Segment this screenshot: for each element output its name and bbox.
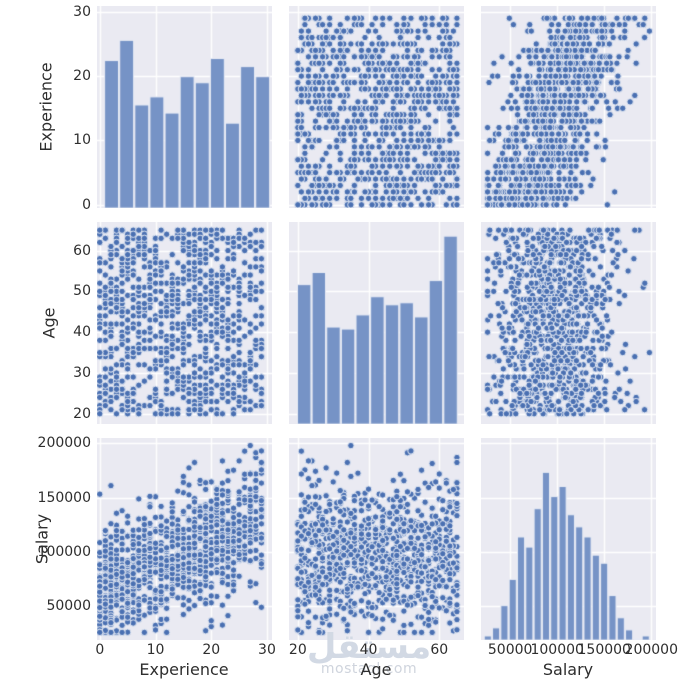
y-tick-label-age-60: 60 — [73, 242, 91, 259]
subplot-hist-salary — [481, 438, 656, 640]
subplot-scatter-salary-vs-experience — [97, 438, 272, 640]
y-tick-label-age-20: 20 — [73, 405, 91, 422]
subplot-canvas — [97, 222, 272, 424]
y-axis-label-salary: Salary — [32, 513, 52, 565]
subplot-scatter-experience-vs-age — [289, 6, 464, 208]
x-tick-label-experience-10: 10 — [146, 642, 165, 658]
subplot-canvas — [481, 222, 656, 424]
subplot-canvas — [289, 6, 464, 208]
x-axis-label-salary: Salary — [542, 660, 594, 679]
y-tick-label-experience-30: 30 — [73, 3, 91, 20]
y-tick-label-age-30: 30 — [73, 364, 91, 381]
y-tick-label-experience-0: 0 — [82, 196, 91, 213]
x-tick-label-experience-0: 0 — [95, 642, 105, 658]
subplot-scatter-age-vs-salary — [481, 222, 656, 424]
subplot-canvas — [481, 438, 656, 640]
x-tick-label-age-20: 20 — [288, 642, 307, 658]
x-tick-label-salary-50000: 50000 — [487, 642, 533, 658]
y-tick-label-salary-150000: 150000 — [37, 489, 91, 506]
x-tick-label-age-40: 40 — [359, 642, 378, 658]
y-tick-label-age-40: 40 — [73, 324, 91, 341]
y-tick-label-salary-100000: 100000 — [37, 544, 91, 561]
subplot-canvas — [97, 6, 272, 208]
x-tick-label-experience-20: 20 — [202, 642, 221, 658]
y-tick-label-experience-10: 10 — [73, 132, 91, 149]
y-tick-label-age-50: 50 — [73, 283, 91, 300]
y-tick-label-salary-200000: 200000 — [37, 435, 91, 452]
x-tick-label-salary-150000: 150000 — [577, 642, 631, 658]
x-tick-label-salary-200000: 200000 — [624, 642, 679, 658]
x-tick-label-age-60: 60 — [430, 642, 449, 658]
subplot-canvas — [97, 438, 272, 640]
subplot-scatter-experience-vs-salary — [481, 6, 656, 208]
x-axis-label-age: Age — [360, 660, 392, 679]
subplot-canvas — [481, 6, 656, 208]
y-tick-label-salary-50000: 50000 — [46, 598, 91, 615]
y-axis-label-age: Age — [39, 307, 59, 339]
y-axis-label-experience: Experience — [36, 62, 56, 152]
subplot-hist-age — [289, 222, 464, 424]
subplot-canvas — [289, 438, 464, 640]
subplot-scatter-salary-vs-age — [289, 438, 464, 640]
y-tick-label-experience-20: 20 — [73, 68, 91, 85]
subplot-scatter-age-vs-experience — [97, 222, 272, 424]
x-tick-label-experience-30: 30 — [258, 642, 276, 658]
subplot-canvas — [289, 222, 464, 424]
x-axis-label-experience: Experience — [139, 660, 229, 679]
x-tick-label-salary-100000: 100000 — [530, 642, 584, 658]
subplot-hist-experience — [97, 6, 272, 208]
